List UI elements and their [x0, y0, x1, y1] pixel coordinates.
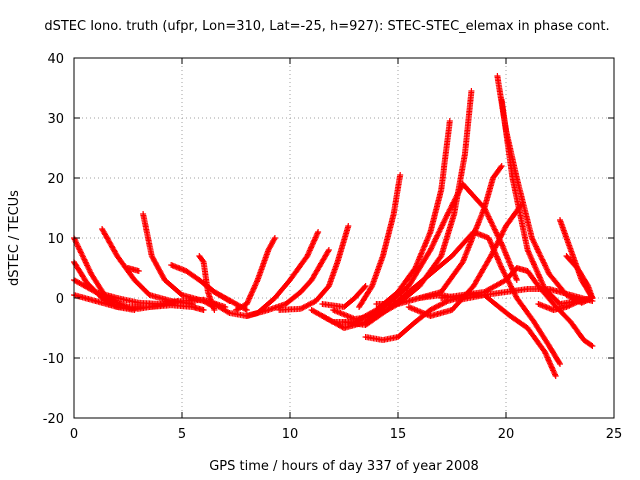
data-series [140, 211, 218, 310]
data-series [356, 172, 404, 310]
series-markers [140, 211, 218, 310]
data-series [233, 235, 278, 313]
x-tick-label: 5 [178, 427, 186, 442]
x-tick-label: 10 [282, 427, 299, 442]
data-series [405, 202, 525, 319]
series-markers [99, 226, 196, 307]
data-series [563, 253, 596, 301]
series-markers [319, 283, 369, 310]
data-series [125, 265, 142, 274]
y-tick-label: 0 [56, 292, 64, 307]
series-markers [125, 265, 142, 274]
series-markers [416, 286, 596, 304]
data-points [71, 73, 596, 379]
series-markers [341, 229, 563, 367]
y-tick-label: 40 [47, 52, 64, 67]
series-markers [563, 253, 596, 301]
y-tick-label: -10 [43, 352, 64, 367]
x-tick-label: 25 [606, 427, 623, 442]
series-markers [276, 223, 352, 313]
x-axis-label: GPS time / hours of day 337 of year 2008 [209, 459, 479, 474]
ticks: 0 5 10 15 20 25 -20 -10 0 10 20 30 40 [43, 52, 623, 442]
series-markers [405, 202, 525, 319]
series-markers [356, 172, 404, 310]
series-markers [233, 235, 278, 313]
series-markers [535, 295, 596, 313]
y-tick-label: 30 [47, 112, 64, 127]
data-series [243, 247, 332, 319]
chart-title: dSTEC Iono. truth (ufpr, Lon=310, Lat=-2… [44, 19, 609, 34]
data-series [319, 283, 369, 310]
series-markers [243, 247, 332, 319]
series-markers [319, 181, 520, 331]
data-series [416, 286, 596, 304]
x-tick-label: 20 [498, 427, 515, 442]
x-tick-label: 0 [70, 427, 78, 442]
y-axis-label: dSTEC / TECUs [7, 190, 22, 286]
data-series [341, 229, 563, 367]
y-tick-label: 20 [47, 172, 64, 187]
y-tick-label: -20 [43, 412, 64, 427]
data-series [99, 226, 196, 307]
x-tick-label: 15 [390, 427, 407, 442]
data-series [319, 181, 520, 331]
data-series [535, 295, 596, 313]
data-series [276, 223, 352, 313]
y-tick-label: 10 [47, 232, 64, 247]
